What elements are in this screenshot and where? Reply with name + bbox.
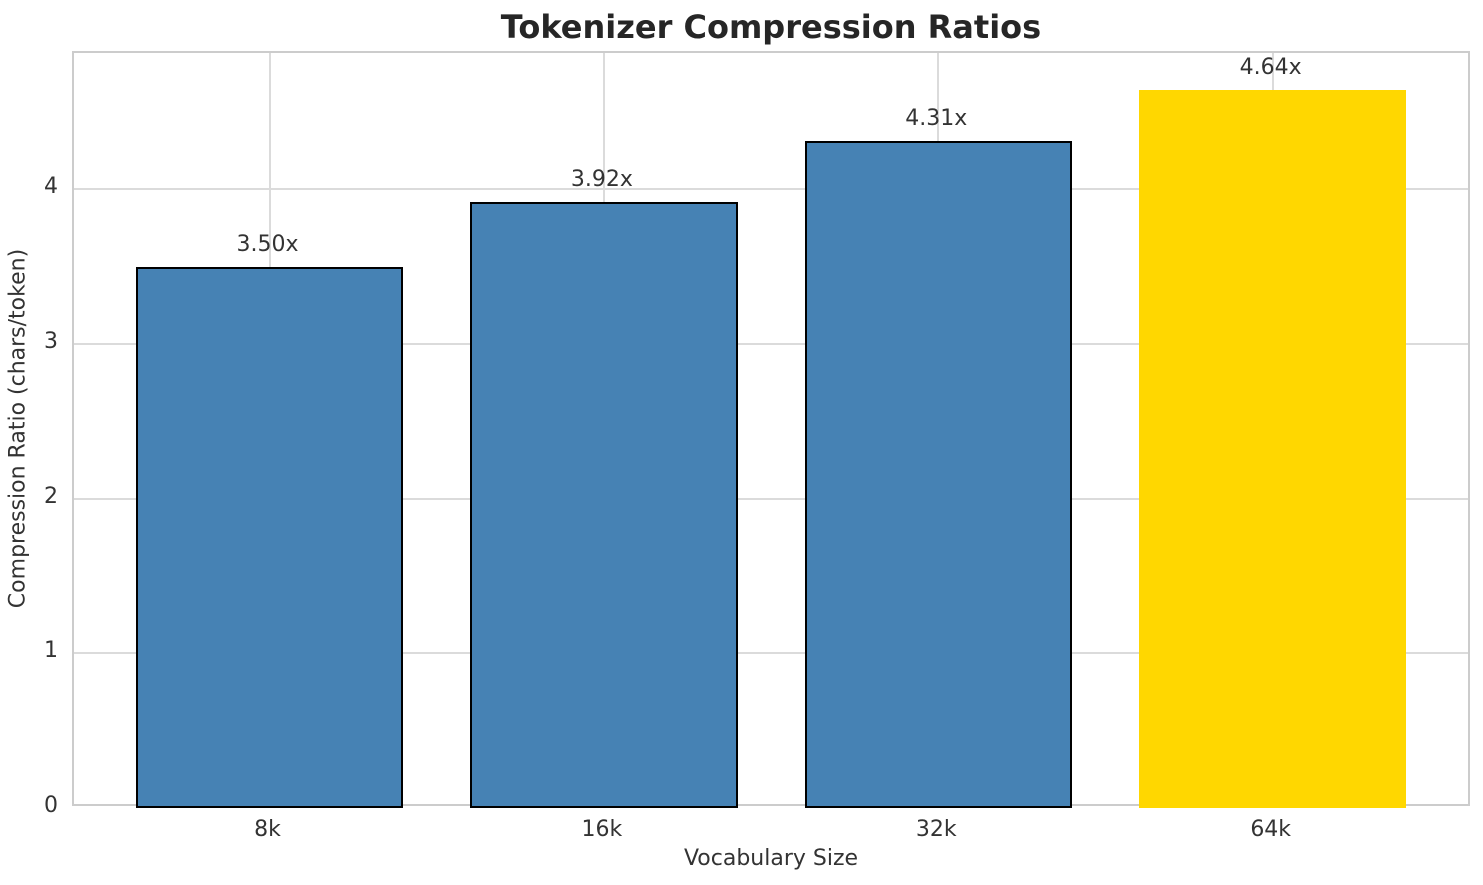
bar-value-label-64k: 4.64x (1239, 55, 1302, 81)
x-tick-label-8k: 8k (254, 817, 281, 842)
bar-8k (135, 266, 404, 808)
bar-value-label-32k: 4.31x (905, 106, 968, 132)
y-tick-label-3: 3 (44, 328, 58, 354)
h-gridline (74, 497, 1468, 500)
chart-title: Tokenizer Compression Ratios (500, 8, 1042, 46)
h-gridline (74, 652, 1468, 655)
x-tick-label-16k: 16k (581, 817, 623, 842)
x-axis-label: Vocabulary Size (683, 846, 859, 871)
x-tick-label-32k: 32k (915, 817, 957, 842)
y-tick-label-2: 2 (44, 483, 58, 509)
x-tick-label-64k: 64k (1250, 817, 1292, 842)
h-gridline (74, 188, 1468, 191)
plot-area (72, 51, 1470, 808)
bar-64k (1138, 90, 1407, 808)
y-tick-label-4: 4 (44, 174, 58, 200)
y-axis-label: Compression Ratio (chars/token) (5, 248, 31, 609)
bar-value-label-8k: 3.50x (236, 231, 299, 257)
h-gridline (74, 342, 1468, 345)
bar-16k (470, 201, 738, 808)
bar-32k (804, 141, 1073, 808)
y-tick-label-0: 0 (44, 793, 58, 818)
bar-value-label-16k: 3.92x (570, 166, 633, 192)
y-tick-label-1: 1 (44, 638, 58, 664)
